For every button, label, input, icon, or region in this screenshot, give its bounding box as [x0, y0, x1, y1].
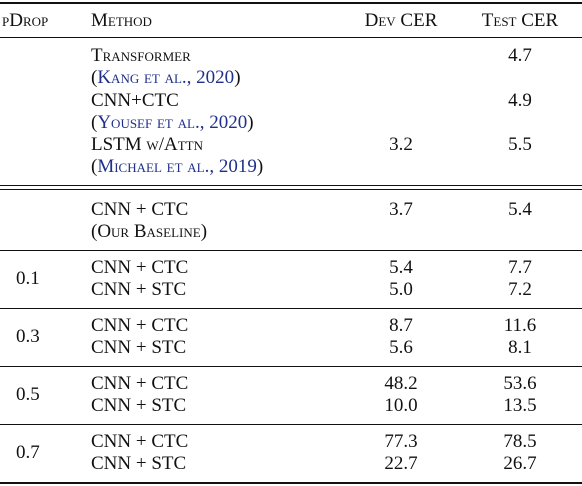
group-rule-3 [0, 366, 582, 367]
method-row: CNN + STC [91, 337, 187, 358]
header-rule [0, 37, 582, 38]
test-cer-value: 78.5 [503, 431, 537, 452]
method-baseline: CNN + CTC [91, 199, 189, 220]
citation-michael-link[interactable]: Michael et al., 2019 [97, 156, 257, 177]
test-cer-cnn-ctc-prior: 4.9 [508, 90, 532, 111]
method-row: CNN + CTC [91, 257, 189, 278]
method-transformer: Transformer [91, 45, 191, 66]
pdrop-0-5: 0.5 [16, 384, 40, 405]
citation-yousef: (Yousef et al., 2020) [91, 112, 254, 133]
pdrop-0-1: 0.1 [16, 268, 40, 289]
header-test-cer: Test CER [481, 10, 559, 31]
test-cer-value: 7.2 [508, 279, 532, 300]
header-method: Method [91, 10, 152, 31]
dev-cer-value: 5.6 [389, 337, 413, 358]
method-row: CNN + CTC [91, 373, 189, 394]
test-cer-transformer: 4.7 [508, 45, 532, 66]
dev-cer-value: 8.7 [389, 315, 413, 336]
test-cer-value: 13.5 [503, 395, 537, 416]
group-rule-2 [0, 308, 582, 309]
method-row: CNN + STC [91, 279, 187, 300]
method-row: CNN + STC [91, 453, 187, 474]
baseline-note: (Our Baseline) [91, 221, 208, 242]
test-cer-value: 8.1 [508, 337, 532, 358]
dev-cer-value: 48.2 [384, 373, 418, 394]
double-rule-upper [0, 185, 582, 186]
dev-cer-baseline: 3.7 [389, 199, 413, 220]
test-cer-baseline: 5.4 [508, 199, 532, 220]
header-dev-cer: Dev CER [364, 10, 438, 31]
method-row: CNN + CTC [91, 431, 189, 452]
method-row: CNN + STC [91, 395, 187, 416]
dev-cer-value: 5.0 [389, 279, 413, 300]
dev-cer-value: 5.4 [389, 257, 413, 278]
citation-kang: (Kang et al., 2020) [91, 67, 241, 88]
method-row: CNN + CTC [91, 315, 189, 336]
citation-yousef-link[interactable]: Yousef et al., 2020 [97, 112, 248, 133]
dev-cer-value: 22.7 [384, 453, 418, 474]
test-cer-value: 11.6 [503, 315, 537, 336]
group-rule-4 [0, 424, 582, 425]
top-rule [0, 2, 582, 4]
pdrop-0-3: 0.3 [16, 326, 40, 347]
group-rule-1 [0, 250, 582, 251]
test-cer-value: 7.7 [508, 257, 532, 278]
double-rule-lower [0, 189, 582, 190]
method-lstm-attn: LSTM w/Attn [91, 134, 203, 155]
test-cer-lstm-attn: 5.5 [508, 134, 532, 155]
test-cer-value: 26.7 [503, 453, 537, 474]
method-cnn-ctc-prior: CNN+CTC [91, 90, 179, 111]
pdrop-0-7: 0.7 [16, 442, 40, 463]
citation-michael: (Michael et al., 2019) [91, 156, 264, 177]
header-pdrop: pDrop [2, 10, 49, 31]
dev-cer-value: 77.3 [384, 431, 418, 452]
dev-cer-value: 10.0 [384, 395, 418, 416]
bottom-rule [0, 482, 582, 484]
test-cer-value: 53.6 [503, 373, 537, 394]
citation-kang-link[interactable]: Kang et al., 2020 [97, 67, 235, 88]
dev-cer-lstm-attn: 3.2 [389, 134, 413, 155]
